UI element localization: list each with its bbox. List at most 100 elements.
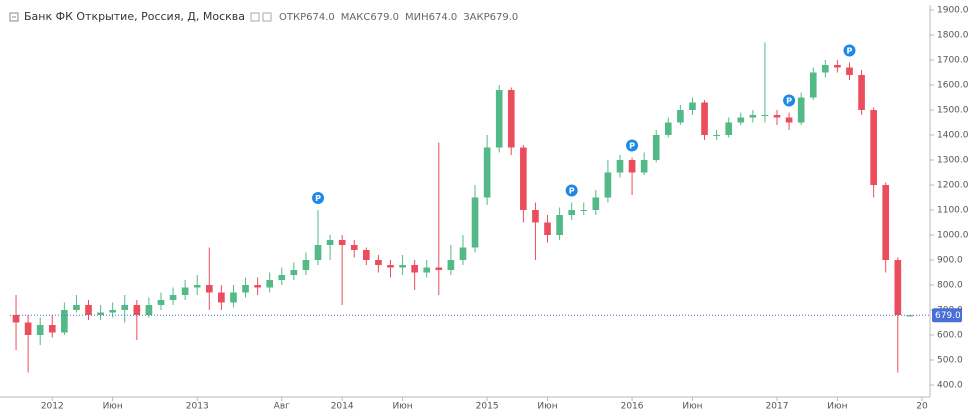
candle-body (169, 295, 177, 300)
candle-body (447, 260, 455, 270)
y-tick-label: 1800.0 (937, 31, 969, 41)
candle-body (592, 197, 600, 210)
candle-body (628, 160, 636, 173)
x-tick-label: 2016 (621, 402, 644, 412)
candle-body (314, 245, 322, 260)
ohlc-name: ОТКР (279, 12, 306, 23)
event-marker (565, 184, 578, 197)
ohlc-name: МАКС (341, 12, 371, 23)
x-tick-label: Июн (537, 402, 557, 412)
candle-body (350, 245, 358, 250)
candle-body (809, 72, 817, 98)
candle-body (36, 325, 44, 335)
candle-body (689, 102, 696, 110)
ohlc-name: ЗАКР (463, 12, 489, 23)
candle-body (822, 65, 829, 73)
candle-body (520, 147, 527, 210)
candle-body (834, 65, 841, 68)
candle-body (858, 75, 865, 110)
candle-body (761, 115, 769, 116)
candle-body (435, 267, 443, 270)
y-tick-label: 800.0 (937, 281, 963, 291)
x-tick-label: 2012 (41, 402, 64, 412)
candle-body (145, 305, 153, 315)
symbol-icon (250, 12, 260, 22)
candle-body (423, 267, 431, 273)
candle-body (387, 265, 394, 268)
y-tick-label: 900.0 (937, 256, 963, 266)
candle-body (338, 240, 346, 245)
candle-body (906, 315, 914, 317)
candle-body (242, 285, 249, 293)
candle-body (230, 292, 237, 303)
event-label: Р (315, 194, 321, 203)
candle-body (254, 285, 261, 288)
candle-body (266, 280, 274, 288)
candle-body (399, 265, 406, 268)
collapse-icon[interactable] (9, 12, 19, 22)
candle-body (290, 270, 298, 275)
candle-body (785, 117, 793, 123)
y-tick-label: 1000.0 (937, 231, 969, 241)
x-tick-label: 2015 (476, 402, 499, 412)
candle-body (61, 310, 68, 333)
event-marker (312, 192, 325, 204)
y-tick-label: 1400.0 (937, 131, 969, 141)
x-tick-label: Июн (392, 402, 412, 412)
candle-body (24, 322, 32, 335)
y-tick-label: 1600.0 (937, 81, 969, 91)
candle-body (97, 312, 104, 315)
ohlc-value: 674.0 (306, 12, 335, 23)
symbol-icon (262, 12, 272, 22)
candle-body (326, 240, 334, 245)
last-price-badge (932, 308, 962, 323)
last-price-label: 679.0 (935, 311, 961, 321)
candle-body (568, 210, 575, 215)
x-tick-label: Июн (827, 402, 847, 412)
candle-body (652, 135, 660, 160)
ohlc-name: МИН (405, 12, 429, 23)
chart-title: Банк ФК Открытие, Россия, Д, Москва (24, 10, 245, 23)
candle-body (677, 110, 684, 123)
candle-body (121, 305, 129, 310)
candle-body (664, 122, 672, 135)
event-marker (626, 139, 639, 152)
candle-body (846, 67, 853, 75)
event-marker (843, 44, 856, 57)
candle-body (495, 90, 503, 148)
candle-body (12, 315, 20, 323)
candle-body (580, 210, 588, 211)
x-tick-label: Июн (103, 402, 123, 412)
event-marker (783, 94, 796, 107)
candle-body (713, 135, 720, 136)
candle-body (507, 90, 515, 148)
candle-body (737, 117, 745, 123)
x-tick-label: Авг (274, 402, 290, 412)
event-label: Р (569, 187, 575, 196)
candle-body (616, 160, 624, 173)
candle-body (797, 97, 805, 123)
candle-body (773, 115, 781, 118)
ohlc-value: 679.0 (370, 12, 399, 23)
candle-body (725, 122, 733, 135)
candle-body (157, 300, 165, 305)
candle-body (749, 115, 757, 118)
candle-body (882, 185, 890, 260)
candle-body (133, 305, 141, 315)
candle-body (604, 172, 612, 198)
candle-body (302, 260, 310, 270)
candle-body (411, 265, 418, 273)
candle-body (532, 210, 539, 223)
x-tick-label: 20 (916, 402, 928, 412)
candle-body (471, 197, 479, 248)
event-label: Р (786, 97, 792, 106)
event-label: Р (629, 142, 635, 151)
candle-body (205, 285, 213, 293)
candle-body (556, 215, 563, 235)
x-tick-label: 2017 (766, 402, 789, 412)
y-tick-label: 1200.0 (937, 181, 969, 191)
candle-body (85, 305, 92, 315)
